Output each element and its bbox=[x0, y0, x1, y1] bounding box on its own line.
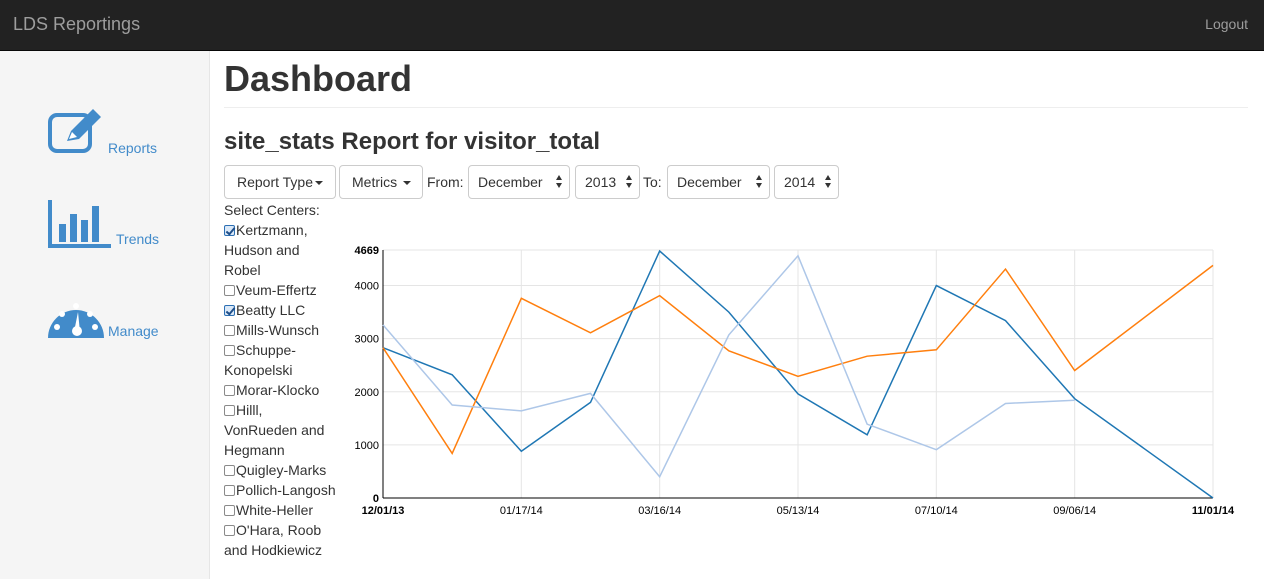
center-checkbox[interactable] bbox=[224, 385, 235, 396]
center-name: Quigley-Marks bbox=[236, 462, 327, 478]
metrics-dropdown[interactable]: Metrics bbox=[339, 165, 423, 199]
page-title: Dashboard bbox=[224, 58, 413, 99]
x-tick-label: 09/06/14 bbox=[1053, 505, 1096, 517]
sidebar: Reports Trends bbox=[0, 51, 210, 579]
center-name: Schuppe-Konopelski bbox=[224, 342, 296, 378]
x-tick-label: 11/01/14 bbox=[1192, 505, 1235, 517]
to-year-select[interactable]: 2014 bbox=[774, 165, 839, 199]
brand-link[interactable]: LDS Reportings bbox=[13, 14, 141, 34]
center-checkbox[interactable] bbox=[224, 225, 235, 236]
sidebar-item-label: Manage bbox=[108, 323, 159, 339]
sidebar-item-trends[interactable]: Trends bbox=[47, 200, 177, 250]
centers-filter: Select Centers: Kertzmann, Hudson and Ro… bbox=[224, 200, 336, 560]
y-tick-label: 1000 bbox=[355, 440, 379, 452]
series-line-3 bbox=[382, 254, 1075, 479]
center-option[interactable]: Morar-Klocko bbox=[224, 380, 336, 400]
caret-down-icon bbox=[403, 181, 412, 186]
center-option[interactable]: White-Heller bbox=[224, 500, 336, 520]
center-name: Morar-Klocko bbox=[236, 382, 320, 398]
center-checkbox[interactable] bbox=[224, 325, 235, 336]
x-tick-label: 01/17/14 bbox=[500, 505, 543, 517]
center-name: Veum-Effertz bbox=[236, 282, 317, 298]
center-name: Kertzmann, Hudson and Robel bbox=[224, 222, 308, 278]
select-arrows-icon bbox=[626, 175, 633, 189]
center-option[interactable]: Kertzmann, Hudson and Robel bbox=[224, 220, 336, 280]
to-label: To: bbox=[643, 174, 662, 190]
center-name: Pollich-Langosh bbox=[236, 482, 336, 498]
series-line-2 bbox=[382, 264, 1214, 455]
center-checkbox[interactable] bbox=[224, 525, 235, 536]
y-tick-label: 3000 bbox=[355, 334, 379, 346]
y-tick-label: 4000 bbox=[355, 281, 379, 293]
center-option[interactable]: Hilll, VonRueden and Hegmann bbox=[224, 400, 336, 460]
center-checkbox[interactable] bbox=[224, 485, 235, 496]
visitor-total-line-chart: 0 1000 2000 3000 4000 4669 12/01/13 01/17/14 03/… bbox=[355, 245, 1235, 517]
center-name: Hilll, VonRueden and Hegmann bbox=[224, 402, 325, 458]
report-type-label: Report Type bbox=[237, 174, 314, 190]
x-tick-label: 05/13/14 bbox=[777, 505, 820, 517]
from-month-select[interactable]: December bbox=[468, 165, 570, 199]
center-name: White-Heller bbox=[236, 502, 314, 518]
center-checkbox[interactable] bbox=[224, 305, 235, 316]
x-tick-label: 03/16/14 bbox=[638, 505, 681, 517]
center-option[interactable]: O'Hara, Roob and Hodkiewicz bbox=[224, 520, 336, 560]
divider bbox=[224, 107, 1248, 108]
caret-down-icon bbox=[315, 181, 324, 186]
series-line-1 bbox=[382, 249, 1214, 499]
x-tick-label: 07/10/14 bbox=[915, 505, 958, 517]
center-option[interactable]: Quigley-Marks bbox=[224, 460, 336, 480]
select-arrows-icon bbox=[756, 175, 763, 189]
dashboard-gauge-icon bbox=[47, 294, 105, 343]
centers-list: Kertzmann, Hudson and Robel Veum-Effertz B… bbox=[224, 220, 336, 560]
from-year-value: 2013 bbox=[585, 174, 617, 190]
center-checkbox[interactable] bbox=[224, 345, 235, 356]
metrics-label: Metrics bbox=[352, 174, 398, 190]
select-arrows-icon bbox=[556, 175, 563, 189]
y-tick-label: 4669 bbox=[355, 245, 379, 257]
y-tick-label: 2000 bbox=[355, 387, 379, 399]
report-title: site_stats Report for visitor_total bbox=[224, 128, 601, 155]
top-navbar: LDS Reportings Logout bbox=[0, 0, 1264, 51]
select-arrows-icon bbox=[825, 175, 832, 189]
from-month-value: December bbox=[478, 174, 543, 190]
bar-chart-icon bbox=[47, 200, 113, 251]
to-month-select[interactable]: December bbox=[667, 165, 770, 199]
center-option[interactable]: Schuppe-Konopelski bbox=[224, 340, 336, 380]
center-name: O'Hara, Roob and Hodkiewicz bbox=[224, 522, 323, 558]
sidebar-item-manage[interactable]: Manage bbox=[47, 294, 177, 344]
logout-link[interactable]: Logout bbox=[1205, 16, 1248, 32]
sidebar-item-label: Trends bbox=[116, 231, 160, 247]
center-name: Mills-Wunsch bbox=[236, 322, 319, 338]
center-option[interactable]: Beatty LLC bbox=[224, 300, 336, 320]
centers-label: Select Centers: bbox=[224, 202, 320, 218]
sidebar-item-reports[interactable]: Reports bbox=[47, 107, 177, 157]
center-name: Beatty LLC bbox=[236, 302, 306, 318]
center-checkbox[interactable] bbox=[224, 505, 235, 516]
y-tick-label: 0 bbox=[373, 493, 379, 505]
edit-icon bbox=[47, 107, 105, 158]
center-checkbox[interactable] bbox=[224, 285, 235, 296]
center-checkbox[interactable] bbox=[224, 465, 235, 476]
center-option[interactable]: Mills-Wunsch bbox=[224, 320, 336, 340]
center-option[interactable]: Pollich-Langosh bbox=[224, 480, 336, 500]
from-year-select[interactable]: 2013 bbox=[575, 165, 640, 199]
center-checkbox[interactable] bbox=[224, 405, 235, 416]
report-type-dropdown[interactable]: Report Type bbox=[224, 165, 336, 199]
sidebar-item-label: Reports bbox=[108, 140, 158, 156]
center-option[interactable]: Veum-Effertz bbox=[224, 280, 336, 300]
from-label: From: bbox=[427, 174, 464, 190]
x-tick-label: 12/01/13 bbox=[362, 505, 405, 517]
to-month-value: December bbox=[677, 174, 742, 190]
to-year-value: 2014 bbox=[784, 174, 816, 190]
